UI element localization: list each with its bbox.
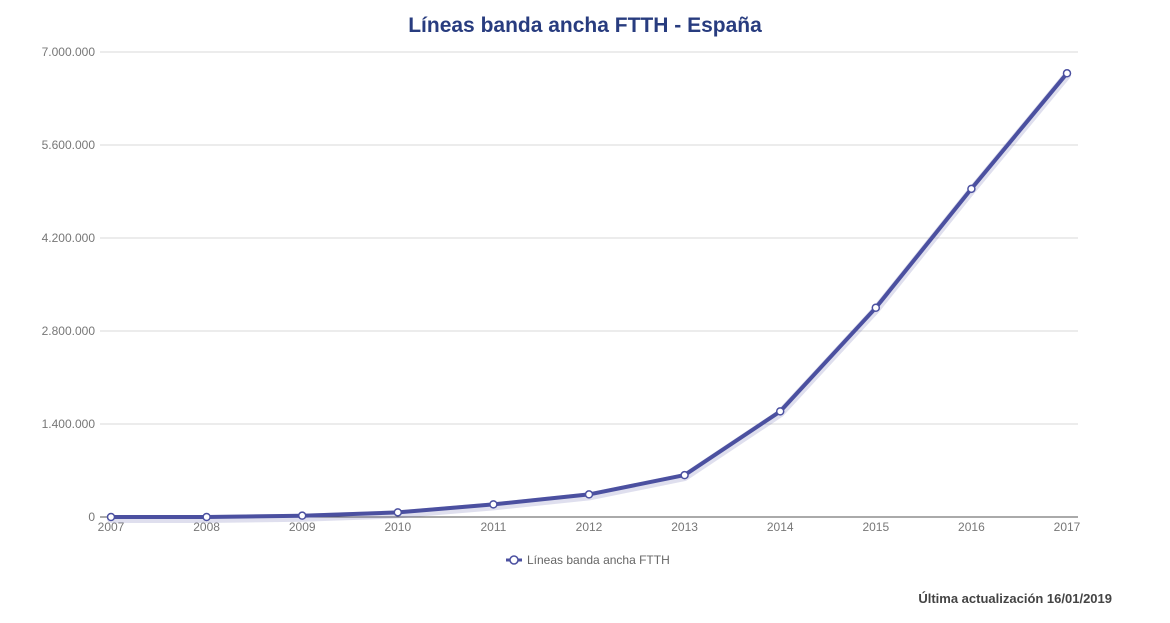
legend[interactable]: Líneas banda ancha FTTH xyxy=(506,553,670,567)
x-tick-label: 2014 xyxy=(767,520,794,534)
x-tick-label: 2008 xyxy=(193,520,220,534)
data-point[interactable] xyxy=(775,407,785,416)
x-tick-label: 2012 xyxy=(576,520,603,534)
y-tick-label: 2.800.000 xyxy=(42,324,96,338)
data-point[interactable] xyxy=(393,508,403,517)
y-tick-label: 5.600.000 xyxy=(42,138,96,152)
x-tick-label: 2016 xyxy=(958,520,985,534)
x-tick-label: 2007 xyxy=(98,520,125,534)
data-point[interactable] xyxy=(584,490,594,499)
x-tick-label: 2017 xyxy=(1054,520,1081,534)
y-tick-label: 1.400.000 xyxy=(42,417,96,431)
series-layer xyxy=(106,69,1072,523)
series-line-shadow xyxy=(107,71,1071,523)
data-point[interactable] xyxy=(297,511,307,520)
x-tick-label: 2010 xyxy=(384,520,411,534)
x-tick-label: 2015 xyxy=(862,520,889,534)
y-tick-label: 4.200.000 xyxy=(42,231,96,245)
data-point[interactable] xyxy=(106,512,116,522)
x-tick-label: 2011 xyxy=(480,520,506,534)
legend-swatch-marker xyxy=(509,555,519,565)
data-point[interactable] xyxy=(967,184,976,194)
legend-label[interactable]: Líneas banda ancha FTTH xyxy=(527,553,670,567)
data-point[interactable] xyxy=(489,500,498,509)
x-tick-label: 2009 xyxy=(289,520,316,534)
x-tick-label: 2013 xyxy=(671,520,698,534)
data-point[interactable] xyxy=(1062,69,1072,78)
axes: 0 1.400.000 2.800.000 4.200.000 5.600.000 7.0… xyxy=(42,45,1081,534)
series-line xyxy=(109,71,1069,519)
y-tick-label: 0 xyxy=(88,510,95,524)
last-update-note: Última actualización 16/01/2019 xyxy=(918,591,1112,606)
y-tick-label: 7.000.000 xyxy=(42,45,96,59)
data-point[interactable] xyxy=(871,303,881,312)
gridlines xyxy=(100,51,1078,425)
data-point[interactable] xyxy=(680,470,689,480)
data-point[interactable] xyxy=(202,512,211,522)
chart-title: Líneas banda ancha FTTH - España xyxy=(408,14,762,37)
